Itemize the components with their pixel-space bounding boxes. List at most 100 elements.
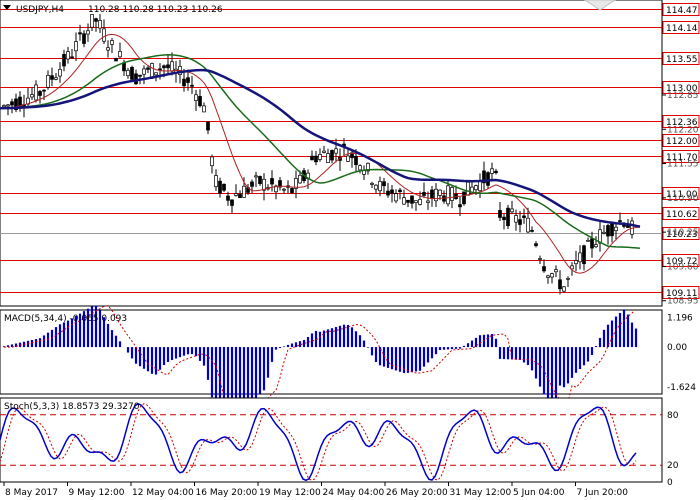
stoch-scale-label: 20 [667,461,679,471]
candle-body [234,193,238,196]
level-tag [662,21,700,34]
scale-tick-label: 108.95 [667,297,699,307]
candle-body [514,215,518,223]
candle-body [602,231,606,234]
candle-body [142,68,146,75]
level-tag-label: 114.14 [666,24,698,34]
time-label: 12 May 04:00 [132,488,194,498]
candle-body [502,216,506,221]
candle-body [210,156,214,167]
candle-body [434,188,438,202]
candle-body [422,192,426,196]
scale-tick-label: 110.25 [667,228,699,238]
candle-body [278,180,282,188]
candle-body [122,62,126,72]
stoch-signal-line [0,403,637,481]
price-scale: 114.47 114.14 113.55 113.00 112.36 112.00 111.… [662,3,700,307]
candle-body [430,189,434,199]
candle-body [582,245,586,265]
level-tag-label: 114.47 [666,6,698,16]
level-tag [662,286,700,299]
candle-body [498,210,502,218]
time-label: 9 May 12:00 [69,488,125,498]
triangle-down-icon[interactable] [3,5,11,10]
candle-body [438,189,442,196]
scale-tick-label: 109.60 [667,262,699,272]
candle-body [386,190,390,196]
candle-body [474,185,478,191]
level-tag-label: 110.62 [666,210,698,220]
candle-body [478,180,482,192]
candle-body [282,188,286,191]
candle-body [374,184,378,190]
candle-body [370,182,374,185]
macd-histogram [2,305,638,419]
candle-body [166,64,170,69]
candle-body [618,220,622,222]
candle-body [578,252,582,263]
stoch-panel[interactable]: Stoch(5,3,3) 18.8573 29.3270 [0,397,663,483]
candle-body [254,175,258,178]
candle-body [14,98,18,110]
candle-body [366,162,370,172]
time-label: 7 Jun 20:00 [577,488,629,498]
candle-body [586,240,590,242]
candle-body [490,168,494,174]
candle-body [42,89,46,92]
candle-body [534,243,538,247]
price-panel[interactable]: USDJPY,H4 110.28 110.28 110.23 110.26 [0,0,663,307]
candle-body [334,148,338,154]
candle-body [494,170,498,173]
level-tag-label: 113.00 [666,84,698,94]
candle-body [326,153,330,163]
ma-slow-line [0,68,641,228]
candle-body [466,181,470,196]
candle-body [226,195,230,201]
candle-body [522,215,526,218]
candle-body [270,178,274,185]
candle-body [418,199,422,205]
candle-body [290,188,294,193]
candle-body [486,172,490,186]
candle-body [362,170,366,175]
level-tag-label: 110.23 [666,230,698,240]
candle-body [82,33,86,44]
time-axis: 8 May 2017 9 May 12:00 12 May 04:00 16 May … [3,482,629,498]
candle-body [242,185,246,198]
candle-body [130,66,134,80]
candle-body [218,180,222,194]
macd-label: MACD(5,34,4) -0.065 0.093 [4,314,127,324]
candle-body [402,197,406,205]
level-tag-label: 111.00 [666,190,698,200]
candle-body [90,14,94,28]
candle-body [238,193,242,199]
candle-body [6,104,10,107]
candle-body [426,200,430,203]
candle-body [2,105,6,108]
candle-body [354,155,358,166]
candle-body [54,77,58,80]
candle-body [550,273,554,278]
candle-body [346,155,350,162]
candle-body [10,101,14,106]
candle-body [558,279,562,290]
candle-body [574,260,578,265]
candle-body [158,68,162,71]
candle-body [258,176,262,184]
candle-body [358,165,362,171]
level-tag-label: 112.00 [666,137,698,147]
level-tag-label: 112.36 [666,118,698,128]
candle-body [482,170,486,184]
stoch-scale-label: 80 [667,411,679,421]
candle-body [294,178,298,189]
candle-body [86,30,90,35]
candle-body [110,40,114,45]
candle-body [538,258,542,260]
candle-body [190,84,194,87]
candle-body [74,41,78,52]
ma-fast-line [0,33,641,274]
candle-body [450,187,454,201]
macd-panel[interactable]: MACD(5,34,4) -0.065 0.093 [0,305,663,420]
